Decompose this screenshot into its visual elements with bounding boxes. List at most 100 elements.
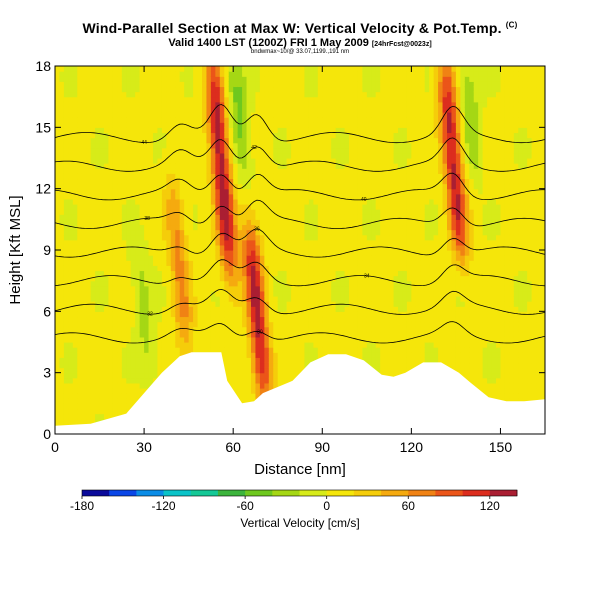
w-cell bbox=[326, 347, 332, 353]
w-cell bbox=[353, 168, 359, 174]
w-cell bbox=[135, 326, 141, 333]
w-cell bbox=[340, 285, 346, 292]
w-cell bbox=[63, 306, 69, 312]
w-cell bbox=[68, 137, 74, 144]
w-cell bbox=[357, 326, 363, 333]
w-cell bbox=[344, 326, 350, 333]
w-cell bbox=[108, 357, 114, 364]
w-cell bbox=[291, 152, 297, 159]
w-cell bbox=[219, 132, 225, 139]
w-cell bbox=[340, 244, 346, 251]
w-cell bbox=[170, 244, 176, 251]
w-cell bbox=[55, 388, 61, 394]
w-cell bbox=[291, 347, 297, 353]
w-cell bbox=[95, 413, 101, 420]
w-cell bbox=[340, 168, 346, 174]
w-cell bbox=[291, 224, 297, 231]
w-cell bbox=[139, 132, 145, 139]
w-cell bbox=[326, 122, 332, 128]
w-cell bbox=[99, 86, 105, 93]
w-cell bbox=[112, 255, 118, 261]
w-cell bbox=[121, 398, 127, 404]
w-cell bbox=[161, 147, 167, 154]
w-cell bbox=[55, 101, 61, 108]
w-cell bbox=[179, 132, 185, 139]
w-cell bbox=[353, 347, 359, 353]
w-cell bbox=[340, 137, 346, 144]
w-cell bbox=[153, 147, 159, 154]
w-cell bbox=[184, 76, 190, 82]
w-cell bbox=[108, 413, 114, 420]
w-cell bbox=[90, 234, 96, 241]
w-cell bbox=[251, 122, 257, 128]
w-cell bbox=[108, 209, 114, 215]
w-cell bbox=[353, 331, 359, 338]
w-cell bbox=[202, 147, 208, 154]
w-cell bbox=[144, 76, 150, 82]
w-cell bbox=[295, 219, 301, 226]
w-cell bbox=[313, 163, 319, 169]
w-cell bbox=[237, 234, 243, 241]
w-cell bbox=[59, 76, 65, 82]
w-cell bbox=[233, 326, 239, 333]
w-cell bbox=[117, 280, 123, 287]
w-cell bbox=[317, 280, 323, 287]
w-cell bbox=[255, 137, 261, 144]
w-cell bbox=[117, 321, 123, 328]
w-cell bbox=[55, 296, 61, 302]
w-cell bbox=[268, 377, 274, 384]
w-cell bbox=[108, 301, 114, 307]
w-cell bbox=[170, 275, 176, 282]
w-cell bbox=[197, 76, 203, 82]
w-cell bbox=[90, 316, 96, 323]
w-cell bbox=[184, 96, 190, 103]
w-cell bbox=[349, 336, 355, 343]
w-cell bbox=[135, 71, 141, 77]
w-cell bbox=[233, 142, 239, 149]
w-cell bbox=[215, 158, 221, 164]
w-cell bbox=[130, 101, 136, 108]
w-cell bbox=[291, 321, 297, 328]
w-cell bbox=[326, 178, 332, 185]
w-cell bbox=[313, 290, 319, 297]
w-cell bbox=[170, 91, 176, 98]
w-cell bbox=[63, 255, 69, 261]
w-cell bbox=[237, 96, 243, 103]
w-cell bbox=[357, 173, 363, 180]
w-cell bbox=[95, 265, 101, 272]
w-cell bbox=[104, 106, 110, 113]
w-cell bbox=[326, 255, 332, 261]
w-cell bbox=[295, 357, 301, 364]
w-cell bbox=[335, 188, 341, 195]
w-cell bbox=[300, 229, 306, 236]
w-cell bbox=[148, 321, 154, 328]
w-cell bbox=[63, 71, 69, 77]
w-cell bbox=[148, 86, 154, 93]
w-cell bbox=[144, 224, 150, 231]
w-cell bbox=[273, 347, 279, 353]
w-cell bbox=[242, 265, 248, 272]
w-cell bbox=[206, 112, 212, 118]
w-cell bbox=[135, 132, 141, 139]
w-cell bbox=[304, 326, 310, 333]
w-cell bbox=[117, 285, 123, 292]
w-cell bbox=[153, 122, 159, 128]
w-cell bbox=[121, 142, 127, 149]
w-cell bbox=[81, 290, 87, 297]
w-cell bbox=[126, 331, 132, 338]
w-cell bbox=[228, 260, 234, 266]
w-cell bbox=[202, 76, 208, 82]
w-cell bbox=[291, 270, 297, 277]
w-cell bbox=[228, 342, 234, 348]
w-cell bbox=[219, 224, 225, 231]
w-cell bbox=[215, 168, 221, 174]
w-cell bbox=[251, 296, 257, 302]
w-cell bbox=[246, 301, 252, 307]
w-cell bbox=[161, 280, 167, 287]
w-cell bbox=[308, 147, 314, 154]
w-cell bbox=[77, 112, 83, 118]
w-cell bbox=[277, 152, 283, 159]
w-cell bbox=[184, 311, 190, 318]
w-cell bbox=[95, 244, 101, 251]
w-cell bbox=[237, 163, 243, 169]
